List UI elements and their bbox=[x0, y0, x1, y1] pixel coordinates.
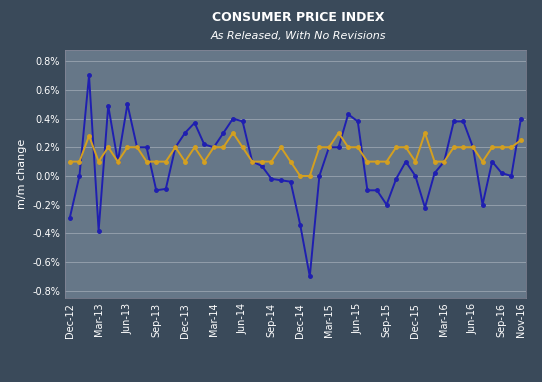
Text: As Released, With No Revisions: As Released, With No Revisions bbox=[210, 31, 386, 40]
Text: CONSUMER PRICE INDEX: CONSUMER PRICE INDEX bbox=[212, 11, 384, 24]
Y-axis label: m/m change: m/m change bbox=[17, 139, 27, 209]
